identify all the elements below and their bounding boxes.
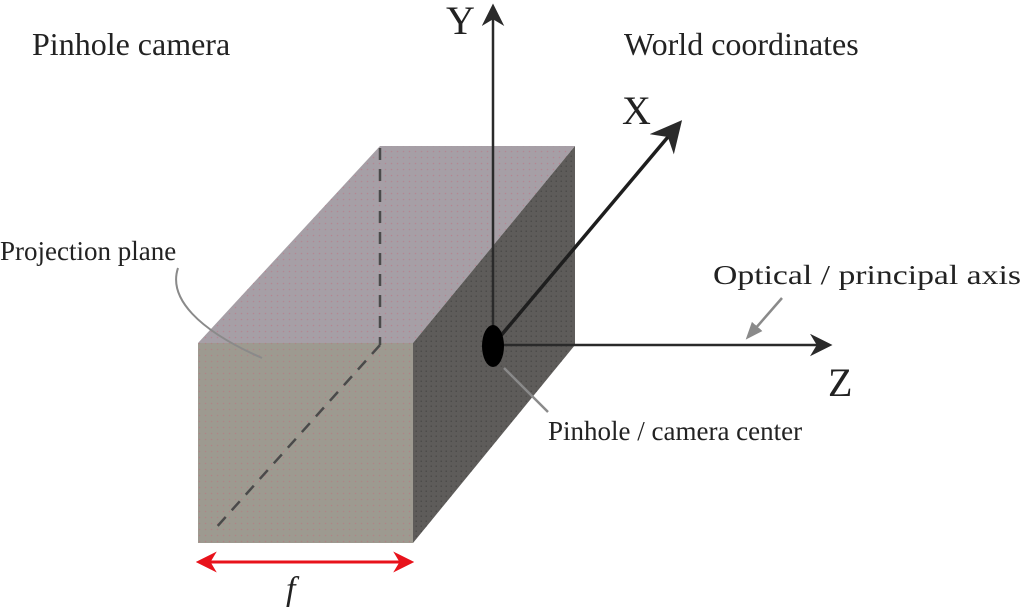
- optical-axis-pointer: [745, 297, 783, 340]
- projection-plane-texture: [198, 343, 413, 543]
- z-axis-label: Z: [828, 360, 852, 405]
- x-axis-label: X: [622, 88, 651, 133]
- projection-plane-label: Projection plane: [0, 236, 176, 266]
- focal-length-label: f: [286, 571, 300, 608]
- box-top-face-texture: [198, 146, 575, 343]
- pinhole-label: Pinhole / camera center: [548, 416, 802, 446]
- world-coordinates-title: World coordinates: [624, 26, 859, 62]
- projection-plane-pointer: [175, 267, 263, 359]
- axes: [481, 3, 833, 357]
- y-axis-label: Y: [446, 0, 475, 43]
- optical-axis-label: Optical / principal axis: [713, 260, 1021, 290]
- diagram-title: Pinhole camera: [32, 26, 230, 62]
- pinhole-icon: [482, 325, 504, 367]
- x-axis-line: [491, 120, 683, 347]
- pinhole-pointer: [503, 367, 549, 413]
